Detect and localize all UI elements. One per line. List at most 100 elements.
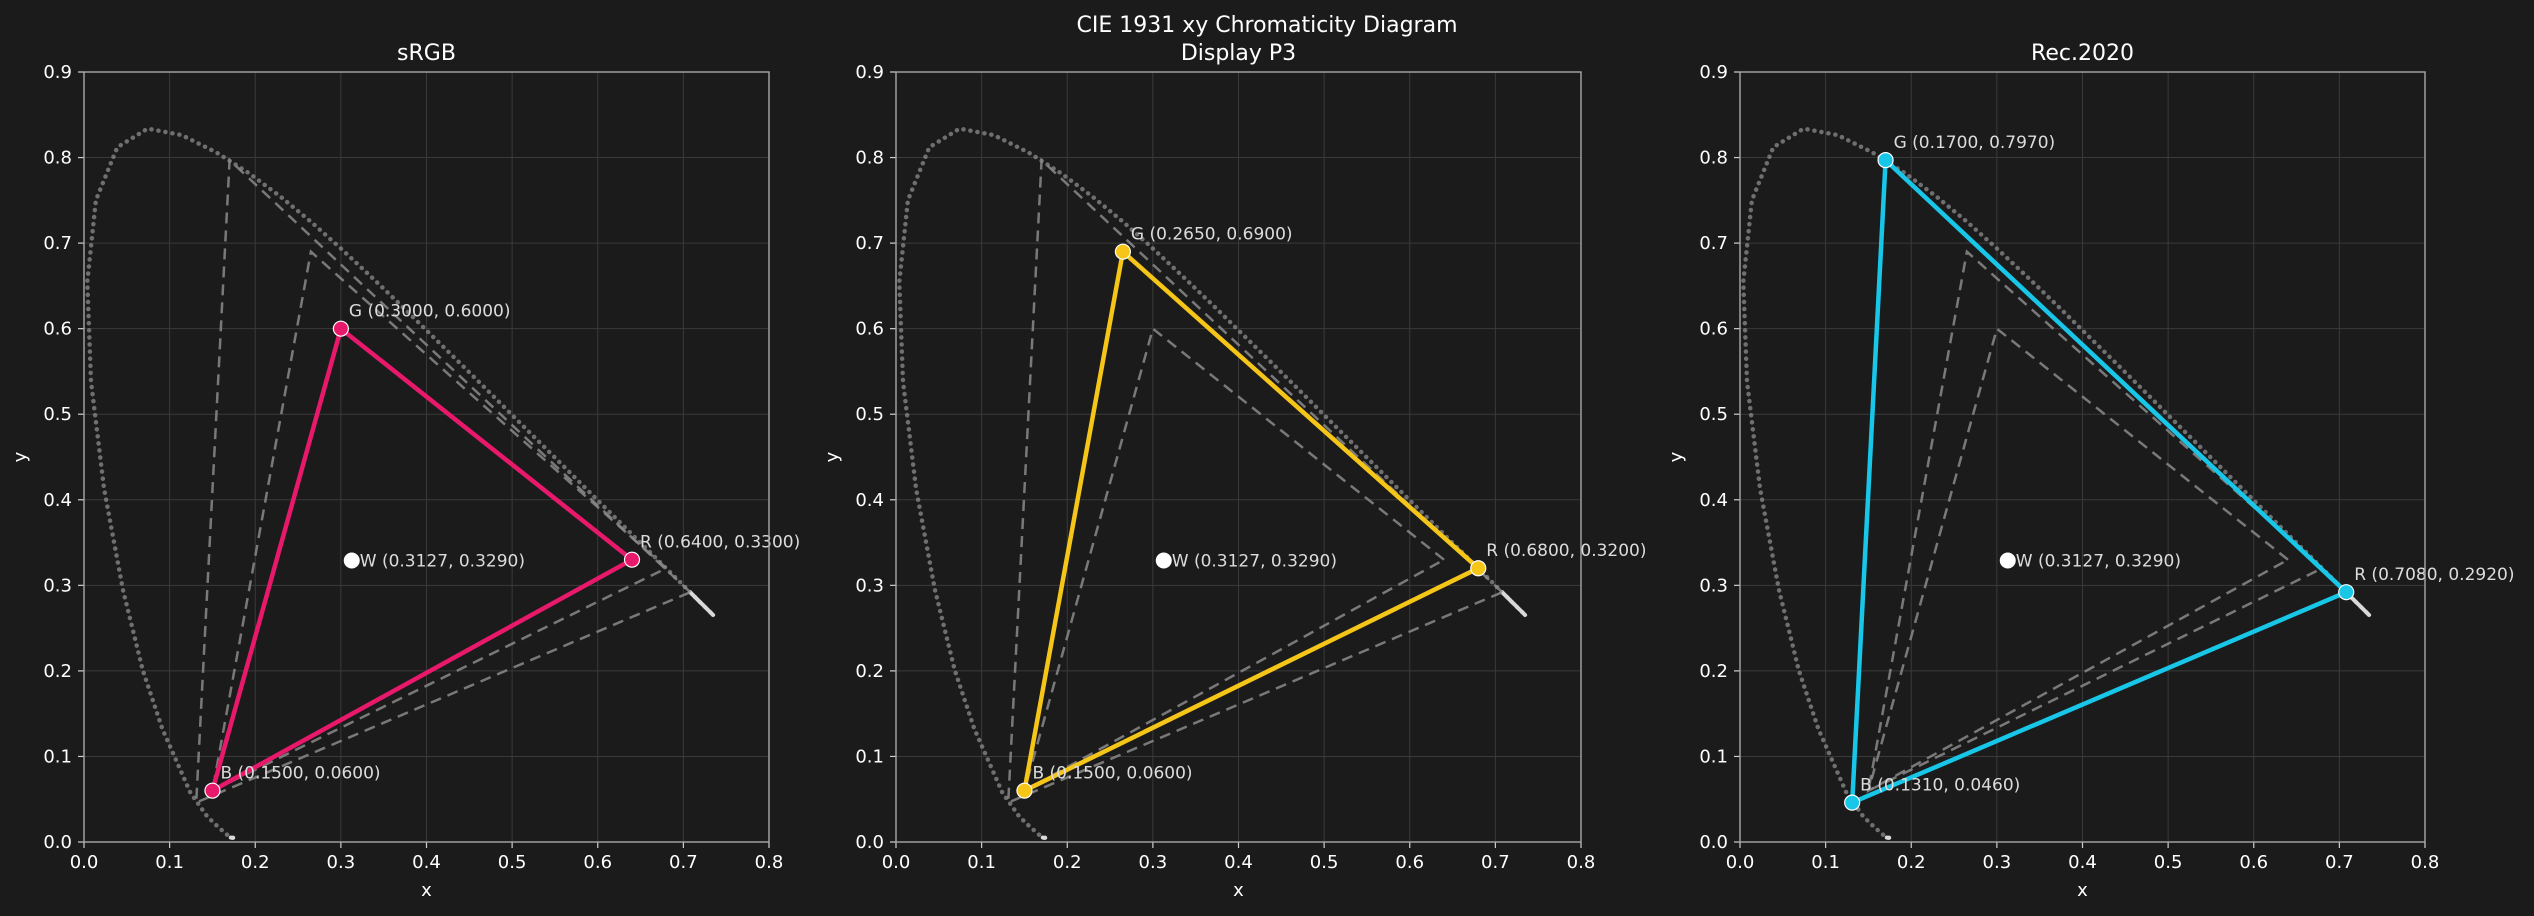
x-tick-label: 0.4: [2068, 852, 2097, 873]
display-p3-panel: 0.0 0.1 0.2 0.3 0.4 0.5 0.6 0.7 0.8 0.0 0.1 0.2 0.3 0…: [822, 41, 1647, 901]
axes-frame: [1739, 71, 2426, 843]
whitepoint-label: W (0.3127, 0.3290): [360, 552, 525, 572]
primary-label-b: B (0.1500, 0.0600): [1032, 764, 1192, 784]
reference-gamut-rec-2020: [194, 157, 693, 805]
x-tick-label: 0.8: [2411, 852, 2440, 873]
x-tick-label: 0.8: [1567, 852, 1596, 873]
y-tick-label: 0.2: [1699, 661, 1728, 682]
spectral-locus-red-end: [688, 590, 716, 617]
y-tick-label: 0.5: [855, 404, 884, 425]
primary-marker-r: [623, 551, 641, 568]
y-tick-label: 0.0: [1699, 832, 1728, 853]
x-tick-label: 0.2: [1897, 852, 1926, 873]
y-tick-label: 0.4: [1699, 490, 1728, 511]
reference-gamut-display-p3: [210, 249, 669, 793]
x-axis-label: x: [2077, 880, 2088, 901]
x-tick-label: 0.3: [1983, 852, 2012, 873]
y-tick-label: 0.6: [43, 319, 72, 340]
x-tick-label: 0.6: [583, 852, 612, 873]
x-tick-label: 0.4: [1224, 852, 1253, 873]
primary-marker-r: [2338, 584, 2355, 601]
spectral-locus: [1741, 126, 2372, 841]
x-tick-label: 0.5: [1310, 852, 1339, 873]
y-tick-label: 0.8: [855, 148, 884, 169]
primary-marker-b: [1844, 794, 1861, 811]
y-tick-label: 0.1: [1699, 746, 1728, 767]
y-tick-label: 0.9: [1699, 62, 1728, 83]
y-tick-label: 0.9: [855, 62, 884, 83]
y-axis-label: y: [10, 451, 31, 462]
primary-marker-b: [204, 782, 221, 799]
y-tick-label: 0.3: [855, 575, 884, 596]
x-tick-label: 0.6: [1395, 852, 1424, 873]
primary-marker-b: [1016, 782, 1033, 799]
y-tick-label: 0.2: [43, 661, 72, 682]
primary-label-b: B (0.1310, 0.0460): [1860, 776, 2020, 796]
reference-gamut-srgb: [1022, 326, 1447, 794]
y-tick-label: 0.5: [43, 404, 72, 425]
y-tick-label: 0.1: [855, 746, 884, 767]
x-tick-label: 0.0: [1726, 852, 1755, 873]
primary-label-g: G (0.3000, 0.6000): [349, 302, 511, 322]
primary-label-b: B (0.1500, 0.0600): [220, 764, 380, 784]
primary-label-r: R (0.6800, 0.3200): [1486, 541, 1646, 561]
y-tick-label: 0.1: [43, 746, 72, 767]
spectral-locus-red-end: [1500, 590, 1528, 617]
x-tick-label: 0.7: [2325, 852, 2354, 873]
x-tick-label: 0.7: [669, 852, 698, 873]
whitepoint-label: W (0.3127, 0.3290): [1172, 552, 1337, 572]
primary-marker-g: [1877, 152, 1894, 169]
primary-marker-r: [1470, 560, 1487, 577]
whitepoint-label: W (0.3127, 0.3290): [2016, 552, 2181, 572]
x-tick-label: 0.1: [967, 852, 996, 873]
primary-label-r: R (0.6400, 0.3300): [640, 533, 800, 553]
x-tick-label: 0.4: [412, 852, 441, 873]
y-tick-label: 0.5: [1699, 404, 1728, 425]
y-tick-label: 0.4: [855, 490, 884, 511]
x-tick-label: 0.3: [327, 852, 356, 873]
spectral-locus: [85, 126, 716, 841]
x-tick-label: 0.3: [1139, 852, 1168, 873]
y-tick-label: 0.7: [1699, 233, 1728, 254]
gamut-triangle-rec-2020: [1849, 157, 2349, 805]
spectral-locus-red-end: [2344, 590, 2372, 617]
x-tick-label: 0.6: [2239, 852, 2268, 873]
primary-label-r: R (0.7080, 0.2920): [2354, 565, 2514, 585]
gamut-triangle-srgb: [210, 326, 635, 793]
y-tick-label: 0.8: [1699, 148, 1728, 169]
spectral-locus: [897, 126, 1528, 841]
axes-frame: [83, 71, 770, 843]
x-tick-label: 0.7: [1481, 852, 1510, 873]
x-tick-label: 0.1: [1811, 852, 1840, 873]
primary-label-g: G (0.1700, 0.7970): [1894, 133, 2056, 153]
gamut-triangle-display-p3: [1022, 249, 1481, 793]
y-axis-label: y: [822, 451, 843, 462]
rec2020-panel: 0.0 0.1 0.2 0.3 0.4 0.5 0.6 0.7 0.8 0.0 0.1 0.2 0.3 0…: [1666, 41, 2514, 901]
y-tick-label: 0.8: [43, 148, 72, 169]
y-tick-label: 0.3: [43, 575, 72, 596]
y-tick-label: 0.3: [1699, 575, 1728, 596]
axes-frame: [895, 71, 1582, 843]
x-tick-label: 0.0: [882, 852, 911, 873]
y-tick-label: 0.7: [43, 233, 72, 254]
y-tick-label: 0.4: [43, 490, 72, 511]
x-tick-label: 0.5: [2154, 852, 2183, 873]
whitepoint-marker: [343, 552, 360, 569]
panel-title: Rec.2020: [2031, 41, 2134, 66]
x-tick-label: 0.8: [755, 852, 784, 873]
y-tick-label: 0.2: [855, 661, 884, 682]
whitepoint-marker: [1155, 552, 1172, 569]
y-tick-label: 0.6: [855, 319, 884, 340]
x-axis-label: x: [1233, 880, 1244, 901]
x-tick-label: 0.0: [70, 852, 99, 873]
y-axis-label: y: [1666, 451, 1687, 462]
reference-gamut-display-p3: [1866, 249, 2325, 793]
y-tick-label: 0.6: [1699, 319, 1728, 340]
primary-label-g: G (0.2650, 0.6900): [1131, 225, 1293, 245]
y-tick-label: 0.0: [855, 832, 884, 853]
reference-gamut-srgb: [1866, 326, 2291, 794]
x-tick-label: 0.2: [1053, 852, 1082, 873]
figure-title: CIE 1931 xy Chromaticity Diagram: [1076, 13, 1457, 38]
x-axis-label: x: [421, 880, 432, 901]
